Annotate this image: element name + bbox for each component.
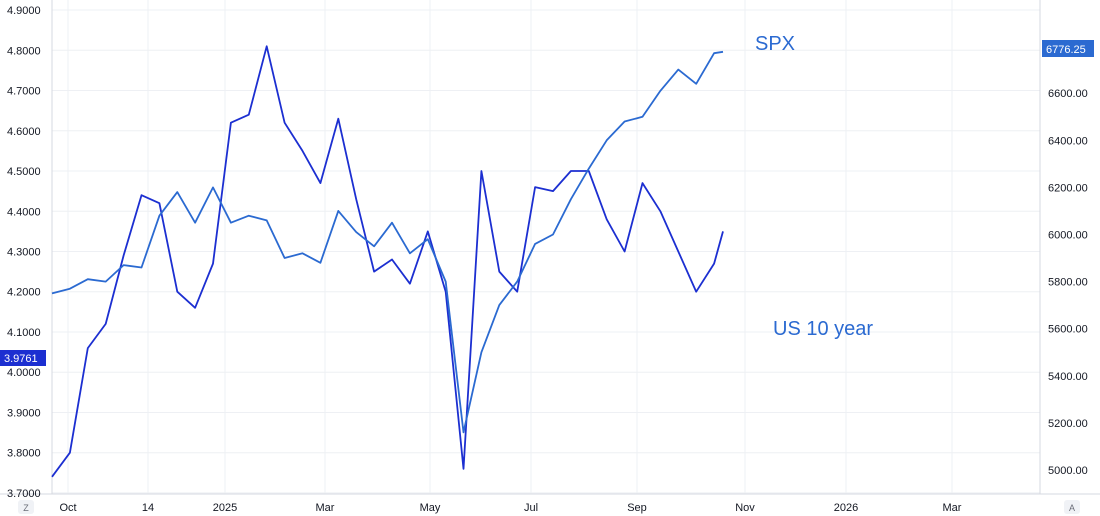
annotations: SPX US 10 year bbox=[755, 33, 873, 340]
left-value-text: 3.9761 bbox=[4, 353, 38, 365]
left-tick-label: 4.7000 bbox=[7, 86, 41, 98]
x-tick-label: 2026 bbox=[834, 502, 858, 514]
spx-line bbox=[51, 50, 724, 434]
x-tick-label: Oct bbox=[59, 502, 76, 514]
left-axis: 4.9000 4.8000 4.7000 4.6000 4.5000 4.4000 4.30… bbox=[7, 5, 41, 500]
right-value-text: 6776.25 bbox=[1046, 44, 1086, 56]
left-tick-label: 4.4000 bbox=[7, 206, 41, 218]
left-tick-label: 4.2000 bbox=[7, 287, 41, 299]
x-tick-label: Mar bbox=[316, 502, 335, 514]
left-tick-label: 4.8000 bbox=[7, 45, 41, 57]
x-tick-label: Nov bbox=[735, 502, 755, 514]
left-tick-label: 4.3000 bbox=[7, 246, 41, 258]
left-tick-label: 4.5000 bbox=[7, 166, 41, 178]
left-value-badge bbox=[0, 350, 46, 366]
x-tick-label: Sep bbox=[627, 502, 647, 514]
spx-annotation: SPX bbox=[755, 33, 795, 55]
auto-scale-button-label[interactable]: A bbox=[1069, 503, 1075, 513]
left-tick-label: 3.8000 bbox=[7, 448, 41, 460]
auto-scale-button[interactable] bbox=[1064, 500, 1080, 514]
value-badges: 3.9761 6776.25 bbox=[0, 40, 1094, 366]
right-tick-label: 6600.00 bbox=[1048, 88, 1088, 100]
x-tick-label: May bbox=[420, 502, 441, 514]
plot-lines bbox=[51, 45, 724, 478]
left-tick-label: 4.1000 bbox=[7, 327, 41, 339]
left-tick-label: 4.9000 bbox=[7, 5, 41, 17]
right-tick-label: 6000.00 bbox=[1048, 230, 1088, 242]
right-tick-label: 5000.00 bbox=[1048, 465, 1088, 477]
grid bbox=[0, 0, 1100, 495]
x-tick-label: 14 bbox=[142, 502, 154, 514]
us10y-line bbox=[51, 45, 724, 478]
left-tick-label: 4.0000 bbox=[7, 367, 41, 379]
x-axis: Oct 14 2025 Mar May Jul Sep Nov 2026 Mar Z A bbox=[18, 500, 1080, 514]
left-tick-label: 4.6000 bbox=[7, 126, 41, 138]
right-value-badge bbox=[1042, 40, 1094, 57]
zoom-button[interactable] bbox=[18, 500, 34, 514]
right-tick-label: 5800.00 bbox=[1048, 277, 1088, 289]
x-tick-label: Jul bbox=[524, 502, 538, 514]
left-tick-label: 3.7000 bbox=[7, 488, 41, 500]
left-tick-label: 3.9000 bbox=[7, 407, 41, 419]
right-tick-label: 6200.00 bbox=[1048, 182, 1088, 194]
right-tick-label: 5400.00 bbox=[1048, 371, 1088, 383]
right-tick-label: 5600.00 bbox=[1048, 324, 1088, 336]
us10y-annotation: US 10 year bbox=[773, 318, 873, 340]
right-axis: 6600.00 6400.00 6200.00 6000.00 5800.00 5600.… bbox=[1048, 88, 1088, 477]
x-tick-label: Mar bbox=[943, 502, 962, 514]
x-tick-label: 2025 bbox=[213, 502, 237, 514]
right-tick-label: 6400.00 bbox=[1048, 135, 1088, 147]
right-tick-label: 5200.00 bbox=[1048, 418, 1088, 430]
zoom-button-label[interactable]: Z bbox=[23, 503, 29, 513]
